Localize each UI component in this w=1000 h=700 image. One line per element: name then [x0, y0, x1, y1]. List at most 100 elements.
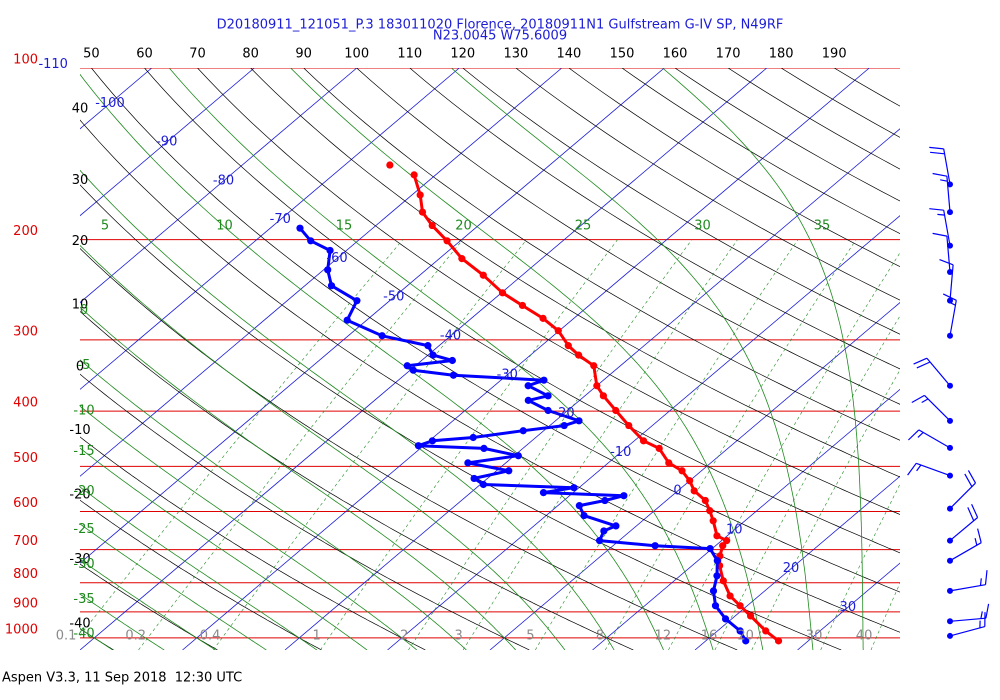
wind-barb-base [947, 632, 953, 639]
dewpoint-point [620, 492, 628, 500]
dewpoint-point [409, 366, 417, 374]
temperature-point [706, 507, 714, 515]
isotherm [80, 68, 255, 217]
isotherm [592, 388, 900, 650]
isotherm-label: 20 [783, 561, 800, 576]
isotherm-label: -30 [497, 367, 518, 382]
chart-subtitle: N23.0045 W75.6009 [433, 29, 567, 44]
dry-adiabat [197, 68, 900, 515]
mixing-ratio-line [714, 315, 900, 650]
wind-barb-base [947, 587, 953, 594]
temperature-point [479, 271, 487, 279]
mixing-ratio-line [320, 239, 618, 650]
temperature-point [625, 421, 633, 430]
temperature-point [590, 362, 598, 370]
isotherm-label: -70 [270, 212, 291, 227]
dry-adiabat-label: 10 [72, 298, 89, 313]
dry-adiabat-label: 60 [136, 47, 153, 62]
dewpoint-point [721, 615, 730, 623]
dewpoint-point [480, 444, 488, 452]
dewpoint-point [540, 376, 548, 384]
temperature-point [709, 517, 717, 525]
dewpoint-point [711, 602, 720, 610]
isotherm-label: -50 [383, 290, 404, 305]
mixing-ratio-label: 0.2 [125, 628, 146, 643]
dewpoint-point [378, 332, 386, 340]
temperature-point [599, 392, 607, 400]
moist-adiabat-label: -5 [78, 358, 91, 373]
dewpoint-point [601, 496, 609, 505]
moist-adiabat [80, 73, 664, 650]
pressure-label: 500 [13, 451, 38, 466]
moist-adiabat [80, 169, 615, 650]
dry-adiabat-label: 170 [716, 47, 741, 62]
dewpoint-point [612, 522, 620, 530]
temperature-point [701, 496, 709, 505]
mixing-ratio-label: 40 [856, 628, 873, 643]
pressure-label: 100 [13, 53, 38, 68]
temperature-point [386, 161, 394, 169]
dewpoint-point [736, 627, 744, 635]
isotherm-label: -40 [440, 328, 461, 343]
moist-adiabat [451, 68, 814, 650]
wind-barb-base [947, 297, 953, 304]
wind-barb-base [947, 268, 953, 275]
dry-adiabat-label: 90 [295, 47, 312, 62]
isotherm-label: -110 [38, 57, 68, 72]
moist-adiabat [80, 447, 368, 650]
temperature-point [665, 459, 673, 467]
dewpoint-point [713, 572, 721, 580]
moist-adiabat-label: -35 [73, 592, 94, 607]
mixing-ratio-label: 0.4 [200, 628, 221, 643]
temperature-point [564, 342, 572, 350]
isotherm-label: -90 [156, 135, 177, 150]
dewpoint-point [403, 362, 411, 370]
mixing-ratio-label: 2 [400, 628, 408, 643]
temperature-point [655, 444, 663, 452]
dry-adiabat-label: 70 [189, 47, 206, 62]
temperature-point [458, 255, 466, 263]
dewpoint-point [414, 442, 423, 450]
isotherm-label: 30 [840, 600, 857, 615]
dry-adiabat-label: -20 [69, 487, 90, 502]
dry-adiabat-label: 140 [557, 47, 582, 62]
temperature-point [678, 467, 686, 475]
mixing-ratio-label: 16 [701, 628, 718, 643]
temperature-point [410, 171, 418, 179]
plot-area [80, 68, 900, 650]
temperature-point [762, 627, 770, 635]
temperature-point [723, 537, 731, 545]
wind-barb-base [947, 472, 953, 479]
dry-adiabat [144, 68, 900, 554]
wind-barb-base [947, 181, 953, 188]
pressure-label: 700 [13, 534, 38, 549]
isotherm [489, 302, 900, 650]
dry-adiabat [91, 68, 900, 593]
dewpoint-point [709, 587, 718, 595]
moist-adiabat [80, 486, 318, 650]
dry-adiabat [80, 499, 322, 650]
temperature-point [736, 602, 744, 610]
dewpoint-point [428, 437, 436, 445]
dry-adiabat-label: 130 [503, 47, 528, 62]
mixing-ratio-label: 12 [655, 628, 672, 643]
dewpoint-point [575, 417, 583, 425]
dry-adiabat-label: 20 [72, 234, 89, 249]
mixing-ratio-label: 3 [454, 628, 462, 643]
isotherm [694, 475, 900, 650]
dewpoint-point [343, 316, 351, 324]
temperature-point [719, 577, 727, 585]
dry-adiabat-label: 120 [450, 47, 475, 62]
dewpoint-point [470, 474, 478, 483]
isotherm [80, 68, 563, 477]
dewpoint-point [544, 406, 552, 415]
wind-barb-base [947, 505, 953, 512]
dewpoint-point [324, 266, 332, 274]
pressure-label: 300 [13, 324, 38, 339]
moist-adiabat-label: 15 [336, 219, 353, 234]
dry-adiabat-label: 150 [610, 47, 635, 62]
dewpoint-point [296, 224, 304, 232]
wind-barb [929, 146, 951, 185]
dewpoint-point [449, 371, 458, 379]
